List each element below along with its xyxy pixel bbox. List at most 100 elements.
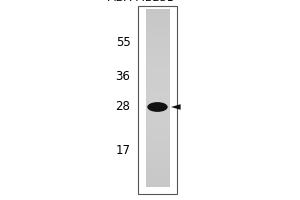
Bar: [146, 104, 170, 106]
Bar: [146, 42, 170, 44]
Bar: [146, 51, 170, 52]
Bar: [146, 138, 170, 140]
Bar: [146, 172, 170, 173]
Bar: [146, 143, 170, 145]
Bar: [146, 9, 170, 11]
Bar: [146, 142, 170, 143]
Bar: [146, 91, 170, 92]
Bar: [146, 41, 170, 43]
Bar: [146, 122, 170, 123]
Bar: [146, 78, 170, 79]
Bar: [146, 162, 170, 164]
Bar: [146, 62, 170, 64]
Bar: [146, 86, 170, 88]
Bar: [146, 10, 170, 12]
Bar: [146, 29, 170, 31]
Bar: [146, 119, 170, 121]
Bar: [146, 176, 170, 178]
Bar: [146, 14, 170, 15]
Bar: [146, 173, 170, 174]
Bar: [146, 66, 170, 68]
Bar: [146, 126, 170, 128]
Bar: [146, 64, 170, 65]
Bar: [146, 58, 170, 59]
Bar: [146, 124, 170, 126]
Bar: [146, 48, 170, 50]
Bar: [146, 49, 170, 51]
Bar: [146, 70, 170, 71]
Polygon shape: [171, 104, 181, 110]
Bar: [146, 159, 170, 160]
Bar: [146, 157, 170, 159]
Bar: [146, 61, 170, 63]
Bar: [146, 80, 170, 82]
Bar: [146, 166, 170, 167]
Bar: [146, 24, 170, 26]
Bar: [146, 153, 170, 154]
Bar: [146, 131, 170, 133]
Bar: [146, 59, 170, 60]
Bar: [146, 23, 170, 25]
Bar: [146, 96, 170, 97]
Bar: [146, 170, 170, 172]
Bar: [146, 26, 170, 27]
Bar: [146, 156, 170, 158]
Bar: [146, 40, 170, 41]
Text: 17: 17: [116, 144, 130, 156]
Text: MDA-MB231: MDA-MB231: [106, 0, 174, 3]
Bar: [138, 6, 177, 194]
Bar: [146, 45, 170, 46]
Bar: [146, 79, 170, 81]
Bar: [146, 67, 170, 69]
Bar: [146, 74, 170, 76]
Bar: [146, 90, 170, 91]
Bar: [146, 115, 170, 116]
Bar: [146, 20, 170, 21]
Bar: [146, 121, 170, 122]
Bar: [146, 15, 170, 17]
Bar: [146, 179, 170, 180]
Bar: [146, 102, 170, 103]
Bar: [146, 46, 170, 47]
Ellipse shape: [147, 102, 168, 112]
Bar: [146, 155, 170, 157]
Bar: [146, 111, 170, 113]
Bar: [146, 35, 170, 37]
Bar: [146, 100, 170, 102]
Bar: [146, 169, 170, 171]
Bar: [146, 148, 170, 149]
Bar: [146, 109, 170, 110]
Bar: [146, 85, 170, 87]
Bar: [146, 145, 170, 147]
Bar: [146, 21, 170, 22]
Bar: [146, 9, 170, 187]
Bar: [146, 129, 170, 130]
Bar: [146, 73, 170, 75]
Text: 36: 36: [116, 71, 130, 84]
Bar: [146, 117, 170, 119]
Bar: [146, 30, 170, 32]
Bar: [146, 106, 170, 108]
Bar: [146, 112, 170, 114]
Bar: [146, 97, 170, 98]
Bar: [146, 89, 170, 90]
Bar: [146, 47, 170, 49]
Text: 28: 28: [116, 100, 130, 114]
Bar: [146, 130, 170, 132]
Bar: [146, 103, 170, 104]
Bar: [146, 182, 170, 184]
Bar: [146, 164, 170, 166]
Bar: [146, 134, 170, 135]
Bar: [146, 92, 170, 94]
Bar: [146, 132, 170, 134]
Bar: [146, 87, 170, 89]
Bar: [146, 123, 170, 125]
Bar: [146, 34, 170, 36]
Bar: [146, 22, 170, 24]
Bar: [146, 135, 170, 136]
Bar: [146, 37, 170, 39]
Bar: [146, 17, 170, 19]
Bar: [146, 175, 170, 177]
Bar: [146, 141, 170, 142]
Bar: [146, 107, 170, 109]
